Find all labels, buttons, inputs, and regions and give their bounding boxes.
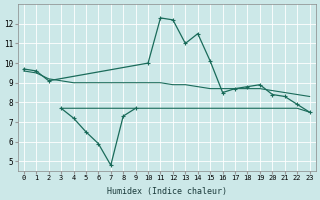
X-axis label: Humidex (Indice chaleur): Humidex (Indice chaleur) <box>107 187 227 196</box>
